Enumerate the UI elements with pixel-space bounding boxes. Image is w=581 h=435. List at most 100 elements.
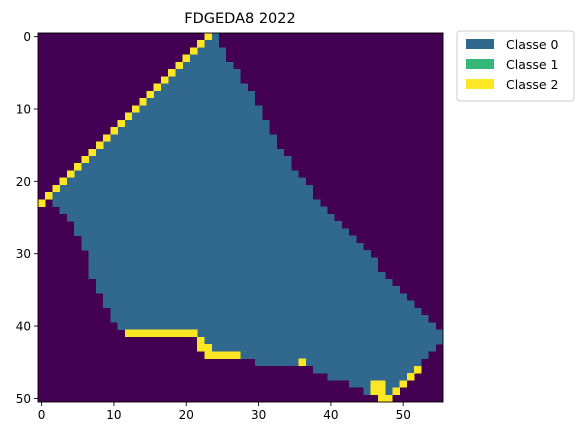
heatmap-cell-classe-0 [66,177,306,186]
heatmap-cell-classe-2 [298,358,306,367]
heatmap-cell-classe-2 [414,365,422,374]
heatmap-cell-classe-0 [348,380,371,388]
heatmap-cell-classe-0 [117,322,436,330]
heatmap-cell-classe-0 [88,257,379,265]
heatmap-cell-classe-2 [117,119,125,128]
legend-swatch-2 [466,79,494,89]
heatmap-cell-classe-0 [88,250,371,258]
heatmap-cell-classe-0 [52,192,314,200]
heatmap-cell-classe-0 [88,156,292,164]
heatmap-cell-classe-2 [95,141,104,149]
heatmap-cell-classe-0 [182,61,234,70]
heatmap-cell-classe-2 [52,184,60,193]
heatmap-cell-classe-2 [399,380,408,388]
heatmap-cell-classe-0 [385,380,400,388]
heatmap-cell-classe-0 [74,170,299,178]
heatmap-cell-classe-2 [204,33,212,41]
heatmap-cell-classe-2 [168,69,176,77]
heatmap-cell-classe-2 [132,105,140,113]
heatmap-cell-classe-2 [45,192,53,200]
heatmap-cell-classe-0 [81,235,357,244]
legend-swatch-1 [466,59,494,69]
y-tick-label: 30 [16,247,31,261]
x-tick-label: 0 [38,408,46,422]
x-tick-label: 20 [179,408,194,422]
heatmap-cell-classe-0 [59,206,328,215]
legend-label-0: Classe 0 [506,37,559,52]
plot-area [37,32,444,403]
heatmap-cell-classe-2 [59,177,68,186]
heatmap-cell-classe-0 [81,163,292,171]
heatmap-cell-classe-0 [204,336,444,345]
heatmap-cell-classe-0 [81,242,364,251]
heatmap-cell-classe-2 [406,373,415,381]
heatmap-cell-classe-0 [103,141,277,149]
heatmap-cell-classe-0 [153,90,256,99]
heatmap-cell-classe-2 [153,83,162,92]
heatmap-cell-classe-2 [370,387,386,395]
heatmap-cell-classe-0 [66,213,335,222]
heatmap-cell-classe-2 [74,163,82,171]
heatmap-cell-classe-0 [74,221,342,229]
heatmap-cell-classe-0 [189,54,227,63]
heatmap-cell-classe-2 [204,351,241,359]
plot-frame [37,32,444,403]
y-tick-label: 20 [16,175,31,189]
heatmap-cell-classe-2 [124,329,198,338]
heatmap-cell-classe-0 [327,373,408,381]
x-tick-label: 40 [323,408,338,422]
heatmap-cell-classe-0 [95,286,400,294]
heatmap-cell-classe-0 [240,351,429,359]
x-tick-label: 10 [106,408,121,422]
heatmap-cell-classe-0 [103,300,415,309]
heatmap-cell-classe-2 [103,134,111,142]
heatmap-cell-classe-2 [160,76,169,84]
heatmap-cell-classe-0 [312,365,415,374]
heatmap-cell-classe-2 [189,47,198,55]
x-tick-label: 50 [396,408,411,422]
heatmap-cell-classe-0 [124,119,270,128]
y-tick-label: 0 [23,30,31,44]
heatmap-cell-classe-2 [81,156,89,164]
heatmap-cell-classe-2 [370,380,386,388]
heatmap-cell-classe-2 [88,148,97,157]
heatmap-cell-classe-0 [59,184,314,193]
heatmap-cell-classe-0 [103,293,408,301]
heatmap-cell-classe-0 [95,148,285,157]
heatmap-cell-classe-0 [211,344,436,352]
chart-title: FDGEDA8 2022 [184,11,295,27]
x-axis: 0 10 20 30 40 50 [38,402,411,422]
heatmap-cell-classe-0 [132,112,263,121]
heatmap-cell-classe-0 [88,271,386,280]
heatmap-cell-classe-2 [377,394,393,403]
heatmap-cell-classe-0 [74,228,350,236]
heatmap-cell-classe-0 [95,279,393,287]
heatmap-cell-classe-0 [88,264,379,272]
heatmap-cell-classe-0 [254,358,299,367]
heatmap-cell-classe-2 [197,336,205,345]
y-tick-label: 50 [16,392,31,406]
heatmap-cell-classe-0 [363,387,371,395]
heatmap-cell-classe-0 [160,83,248,92]
heatmap-cell-classe-0 [139,105,263,113]
heatmap-cell-classe-0 [117,127,270,135]
heatmap-cell-classe-0 [110,134,277,142]
heatmap-cell-classe-2 [110,127,118,135]
heatmap-cell-classe-0 [305,358,422,367]
heatmap-cell-classe-0 [175,69,241,77]
heatmap-cell-classe-0 [110,315,429,323]
heatmap-cell-classe-0 [197,47,227,55]
legend-label-2: Classe 2 [506,77,559,92]
legend-swatch-0 [466,39,494,49]
heatmap-cell-classe-0 [52,199,321,207]
y-axis: 0 10 20 30 40 50 [16,30,38,406]
heatmap-cell-classe-0 [197,329,444,338]
heatmap-cell-classe-2 [197,40,205,48]
heatmap-cell-classe-2 [175,61,183,70]
heatmap-cell-classe-2 [66,170,75,178]
heatmap-cell-classe-2 [197,344,212,352]
y-tick-label: 40 [16,320,31,334]
heatmap-cell-classe-2 [146,90,154,99]
x-tick-label: 30 [251,408,266,422]
